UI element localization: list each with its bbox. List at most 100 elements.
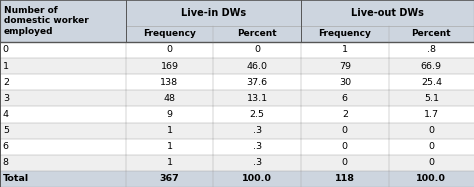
Text: 2: 2 [342,110,348,119]
Bar [389,26,474,42]
Text: 66.9: 66.9 [421,62,442,71]
Bar [126,139,213,155]
Bar [389,90,474,106]
Text: 0: 0 [428,158,434,167]
Bar [213,155,301,171]
Bar [126,106,213,122]
Bar [126,171,213,187]
Text: 2.5: 2.5 [250,110,264,119]
Text: 100.0: 100.0 [416,174,447,183]
Bar [126,74,213,90]
Text: 367: 367 [160,174,179,183]
Bar [213,171,301,187]
Text: 138: 138 [160,78,179,87]
Bar [126,26,213,42]
Text: 5.1: 5.1 [424,94,439,103]
Bar [126,122,213,139]
Bar [389,122,474,139]
Bar [301,90,389,106]
Text: 1: 1 [166,126,173,135]
Text: 37.6: 37.6 [246,78,268,87]
Bar [0,0,126,42]
Bar [213,58,301,74]
Text: .8: .8 [427,45,436,54]
Text: 0: 0 [428,126,434,135]
Bar [301,171,389,187]
Text: Total: Total [3,174,29,183]
Text: Live-out DWs: Live-out DWs [351,8,424,18]
Text: Frequency: Frequency [319,29,371,38]
Bar [213,90,301,106]
Text: 0: 0 [166,45,173,54]
Text: 1: 1 [166,158,173,167]
Text: 1.7: 1.7 [424,110,439,119]
Text: 0: 0 [342,126,348,135]
Bar [389,171,474,187]
Bar [0,42,126,58]
Bar [389,58,474,74]
Bar [389,106,474,122]
Bar [301,106,389,122]
Text: Frequency: Frequency [143,29,196,38]
Bar [0,106,126,122]
Bar [213,42,301,58]
Bar [213,139,301,155]
Text: 2: 2 [3,78,9,87]
Bar [0,171,126,187]
Text: 1: 1 [166,142,173,151]
Text: 6: 6 [3,142,9,151]
Text: 0: 0 [254,45,260,54]
Bar [301,42,389,58]
Text: 1: 1 [342,45,348,54]
Bar [0,155,126,171]
Text: .3: .3 [253,158,262,167]
Text: 8: 8 [3,158,9,167]
Bar [213,26,301,42]
Text: 100.0: 100.0 [242,174,272,183]
Text: 0: 0 [342,158,348,167]
Bar [301,139,389,155]
Text: 9: 9 [166,110,173,119]
Bar [389,42,474,58]
Text: 6: 6 [342,94,348,103]
Text: 25.4: 25.4 [421,78,442,87]
Text: 5: 5 [3,126,9,135]
Text: Percent: Percent [411,29,451,38]
Bar [213,74,301,90]
Text: Live-in DWs: Live-in DWs [181,8,246,18]
Text: 118: 118 [335,174,355,183]
Bar [0,58,126,74]
Text: 4: 4 [3,110,9,119]
Bar [126,155,213,171]
Text: 0: 0 [342,142,348,151]
Bar [389,74,474,90]
Bar [301,0,474,26]
Text: .3: .3 [253,126,262,135]
Bar [126,0,301,26]
Text: Number of
domestic worker
employed: Number of domestic worker employed [4,6,89,36]
Bar [301,26,389,42]
Text: 1: 1 [3,62,9,71]
Bar [301,74,389,90]
Text: 13.1: 13.1 [246,94,268,103]
Bar [126,58,213,74]
Bar [389,139,474,155]
Bar [301,122,389,139]
Bar [0,122,126,139]
Bar [213,122,301,139]
Bar [301,58,389,74]
Text: 79: 79 [339,62,351,71]
Bar [0,90,126,106]
Bar [301,155,389,171]
Bar [213,106,301,122]
Text: 169: 169 [161,62,178,71]
Text: 48: 48 [164,94,175,103]
Text: 0: 0 [3,45,9,54]
Bar [126,42,213,58]
Text: .3: .3 [253,142,262,151]
Text: 0: 0 [428,142,434,151]
Text: 30: 30 [339,78,351,87]
Bar [389,155,474,171]
Text: Percent: Percent [237,29,277,38]
Bar [0,139,126,155]
